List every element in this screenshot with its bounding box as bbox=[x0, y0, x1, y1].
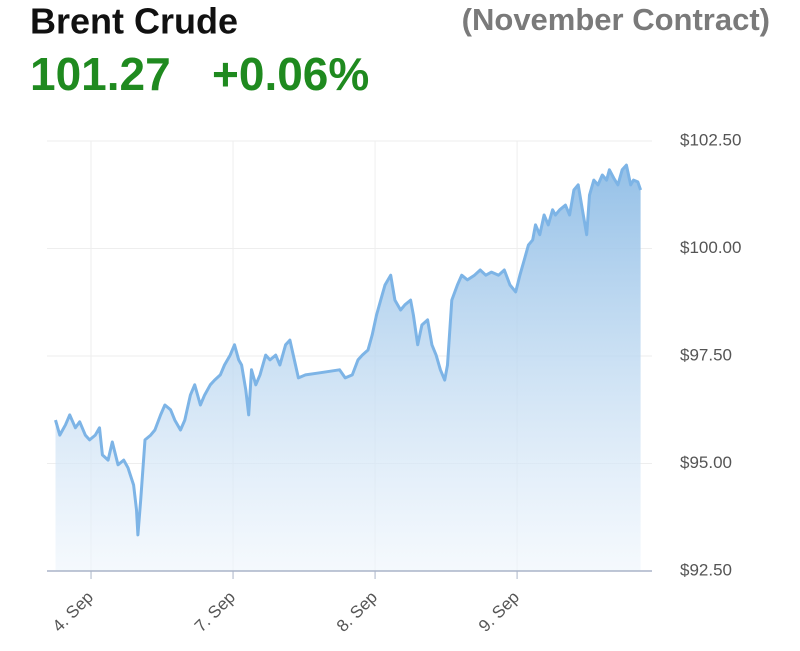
line bbox=[54, 163, 643, 537]
area bbox=[55, 165, 641, 571]
x-tick-label: 4. Sep bbox=[49, 588, 97, 636]
chart-subtitle: (November Contract) bbox=[462, 2, 770, 37]
x-tick-label: 7. Sep bbox=[191, 588, 239, 636]
y-tick-label: $102.50 bbox=[680, 130, 741, 149]
y-tick-label: $92.50 bbox=[680, 560, 732, 579]
x-tick-label: 9. Sep bbox=[475, 588, 523, 636]
x-tick-label: 8. Sep bbox=[333, 588, 381, 636]
price-change: +0.06% bbox=[212, 48, 369, 100]
y-tick-label: $95.00 bbox=[680, 453, 732, 472]
y-tick-label: $97.50 bbox=[680, 345, 732, 364]
chart-title: Brent Crude bbox=[30, 1, 238, 42]
y-tick-label: $100.00 bbox=[680, 238, 741, 257]
price: 101.27 bbox=[30, 48, 171, 100]
